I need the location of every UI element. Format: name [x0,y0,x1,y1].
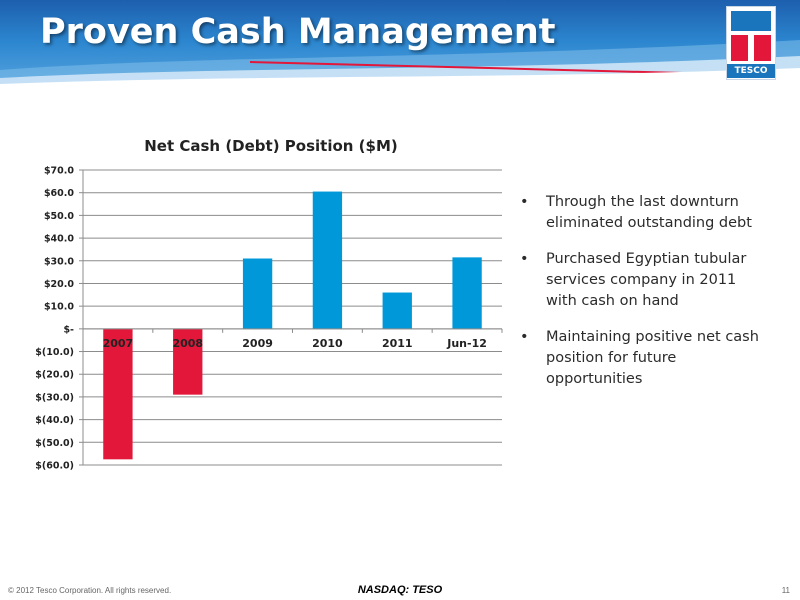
page-number: 11 [781,586,790,595]
tesco-logo: TESCO [726,6,776,80]
y-tick-label: $10.0 [44,302,74,313]
y-tick-label: $(50.0) [35,438,74,449]
net-cash-chart: Net Cash (Debt) Position ($M) $70.0 $60.0… [35,137,503,472]
bullet-item: Maintaining positive net cash position f… [520,327,765,390]
y-tick-label: $60.0 [44,188,74,199]
header-swoosh [0,40,800,92]
y-tick-label: $(10.0) [35,347,74,358]
chart-title: Net Cash (Debt) Position ($M) [144,137,398,155]
bar [312,191,343,329]
y-tick-label: $20.0 [44,279,74,290]
y-tick-label: $(30.0) [35,392,74,403]
page-title: Proven Cash Management [40,12,556,52]
x-tick-label: 2011 [382,337,413,350]
x-tick-labels: 2007 2008 2009 2010 2011 Jun-12 [103,337,487,350]
bar [173,328,203,395]
x-tick-label: 2007 [103,337,134,350]
tesco-logo-mark [731,11,771,61]
bar [452,257,482,329]
logo-wordmark: TESCO [727,64,775,78]
y-tick-label: $(40.0) [35,415,74,426]
x-tick-label: 2010 [312,337,343,350]
bullet-list: Through the last downturn eliminated out… [520,192,765,405]
x-tick-label: 2009 [242,337,273,350]
bullet-item: Purchased Egyptian tubular services comp… [520,249,765,312]
y-tick-label: $- [63,324,74,335]
y-tick-label: $50.0 [44,211,74,222]
bar [103,328,133,460]
x-tick-label: 2008 [172,337,203,350]
gridlines [83,169,502,466]
slide-header: Proven Cash Management TESCO [0,0,800,92]
y-tick-label: $(20.0) [35,370,74,381]
bar [242,258,273,329]
x-tick-label: Jun-12 [446,337,487,350]
y-tick-labels: $70.0 $60.0 $50.0 $40.0 $30.0 $20.0 $10.0 $- $(1… [35,166,74,472]
bar [382,292,412,329]
bars [103,191,482,460]
y-tick-label: $30.0 [44,256,74,267]
y-tick-label: $40.0 [44,234,74,245]
axes [79,169,503,466]
copyright-text: © 2012 Tesco Corporation. All rights res… [8,586,172,595]
y-tick-label: $70.0 [44,166,74,177]
bullet-item: Through the last downturn eliminated out… [520,192,765,234]
ticker-text: NASDAQ: TESO [357,584,443,596]
y-tick-label: $(60.0) [35,461,74,472]
